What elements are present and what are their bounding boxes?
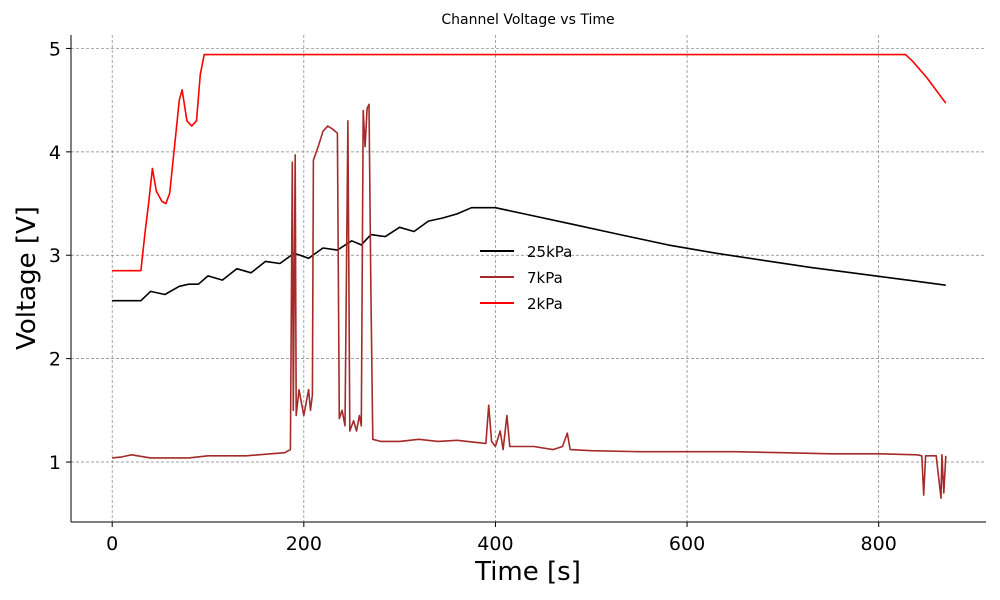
- x-tick-label: 400: [477, 533, 513, 555]
- legend-label-7kpa: 7kPa: [527, 269, 563, 287]
- x-axis-ticks: 0 200 400 600 800: [106, 522, 897, 555]
- y-tick-label: 2: [49, 349, 61, 371]
- y-tick-label: 1: [49, 452, 61, 474]
- y-axis-label: Voltage [V]: [12, 206, 42, 350]
- grid-lines: [71, 35, 986, 522]
- axes: [70, 35, 986, 523]
- y-axis-ticks: 1 2 3 4 5: [49, 38, 71, 474]
- series-line-25kpa: [112, 206, 946, 302]
- series-line-2kpa: [112, 53, 947, 272]
- series-lines: [112, 53, 947, 499]
- chart-title: Channel Voltage vs Time: [441, 12, 614, 28]
- y-tick-label: 3: [49, 245, 61, 267]
- legend-label-25kpa: 25kPa: [527, 243, 572, 261]
- x-tick-label: 600: [669, 533, 705, 555]
- x-tick-label: 800: [861, 533, 897, 555]
- y-tick-label: 5: [49, 38, 61, 60]
- x-tick-label: 200: [286, 533, 322, 555]
- x-tick-label: 0: [106, 533, 118, 555]
- legend-label-2kpa: 2kPa: [527, 295, 563, 313]
- legend: 25kPa 7kPa 2kPa: [480, 243, 572, 313]
- series-line-7kpa: [112, 103, 947, 499]
- y-tick-label: 4: [49, 142, 61, 164]
- x-axis-label: Time [s]: [474, 557, 581, 587]
